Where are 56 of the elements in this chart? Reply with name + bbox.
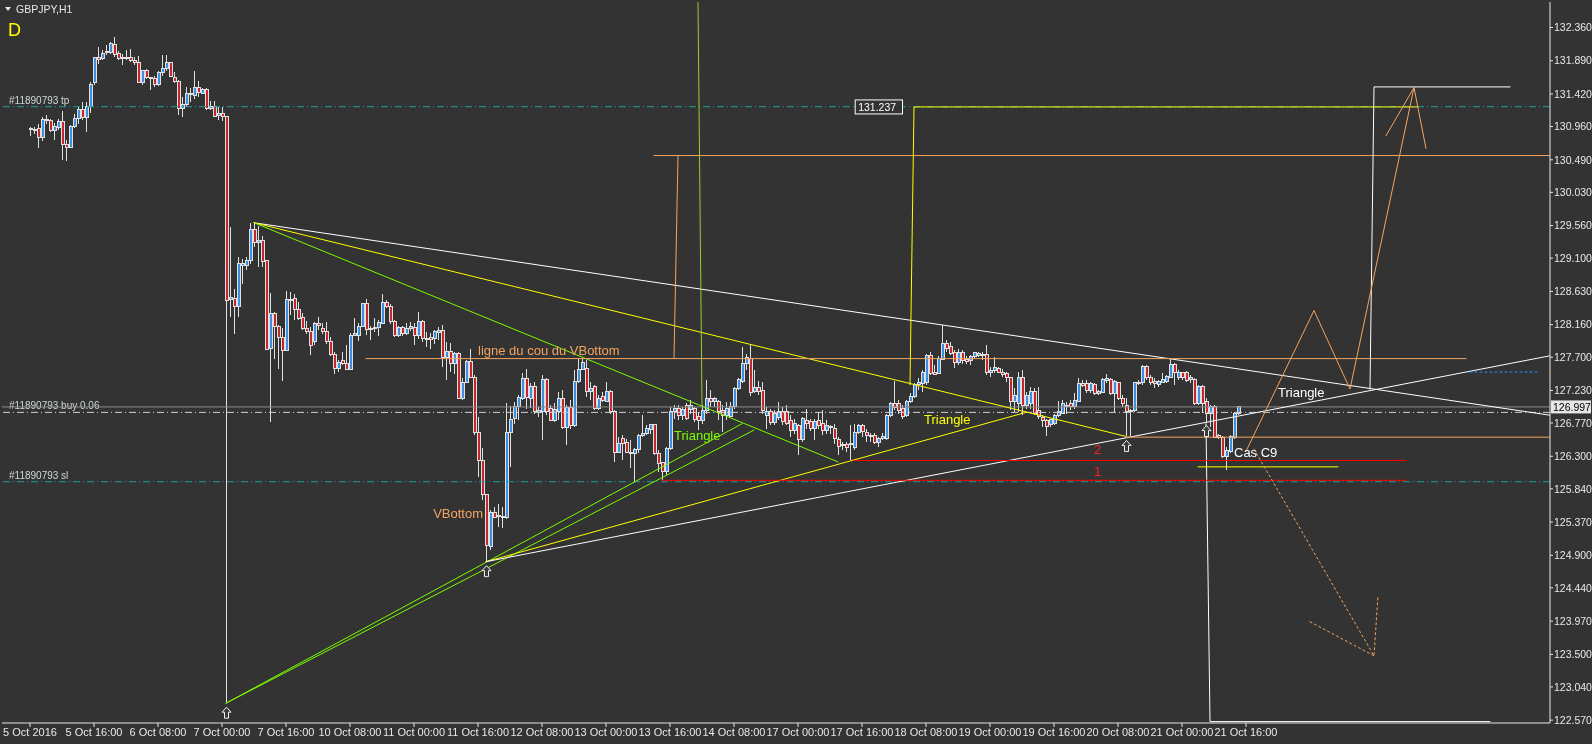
y-tick-label: 122.570 — [1554, 713, 1592, 726]
y-tick-label: 130.960 — [1554, 120, 1592, 133]
ref-line-label: 126.997 — [1553, 400, 1592, 413]
x-tick-label: 19 Oct 16:00 — [1022, 725, 1086, 738]
x-tick-label: 5 Oct 2016 — [3, 725, 57, 738]
x-tick-label: 10 Oct 08:00 — [318, 725, 382, 738]
x-tick-label: 13 Oct 16:00 — [638, 725, 702, 738]
x-tick-label: 7 Oct 00:00 — [193, 725, 251, 738]
x-tick-label: 5 Oct 16:00 — [65, 725, 123, 738]
x-tick-label: 7 Oct 16:00 — [257, 725, 315, 738]
y-tick-label: 124.440 — [1554, 581, 1592, 594]
x-tick-label: 17 Oct 00:00 — [766, 725, 830, 738]
y-tick-label: 131.890 — [1554, 54, 1592, 67]
text: D — [8, 20, 21, 40]
y-tick-label: 130.030 — [1554, 186, 1592, 199]
annotation: Triangle — [674, 427, 721, 443]
y-tick-label: 129.100 — [1554, 251, 1592, 264]
x-tick-label: 17 Oct 16:00 — [830, 725, 894, 738]
x-tick-label: 11 Oct 00:00 — [382, 725, 446, 738]
y-tick-label: 125.840 — [1554, 482, 1592, 495]
y-tick-label: 124.900 — [1554, 549, 1592, 562]
y-tick-label: 126.300 — [1554, 449, 1592, 462]
y-tick-label: 132.360 — [1554, 21, 1592, 34]
ref-line-label: #11890793 buy 0.06 — [9, 400, 100, 412]
annotation: 2 — [1094, 441, 1102, 457]
y-tick-label: 127.700 — [1554, 350, 1592, 363]
x-tick-label: 18 Oct 08:00 — [894, 725, 958, 738]
y-tick-label: 125.370 — [1554, 515, 1592, 528]
y-tick-label: 129.560 — [1554, 219, 1592, 232]
chart-title: GBPJPY,H1 — [16, 2, 73, 15]
x-tick-label: 21 Oct 00:00 — [1150, 725, 1214, 738]
annotation: VBottom — [433, 505, 484, 521]
x-tick-label: 20 Oct 08:00 — [1086, 725, 1150, 738]
y-tick-label: 131.420 — [1554, 87, 1592, 100]
y-tick-label: 127.230 — [1554, 384, 1592, 397]
x-tick-label: 14 Oct 08:00 — [702, 725, 766, 738]
annotation: Cas C9 — [1234, 444, 1278, 460]
x-tick-label: 12 Oct 08:00 — [510, 725, 574, 738]
annotation: Triangle — [924, 411, 971, 427]
x-tick-label: 11 Oct 16:00 — [446, 725, 510, 738]
y-tick-label: 128.630 — [1554, 285, 1592, 298]
y-tick-label: 123.500 — [1554, 648, 1592, 661]
annotation: Triangle — [1278, 384, 1325, 400]
y-tick-label: 128.160 — [1554, 318, 1592, 331]
x-tick-label: 13 Oct 00:00 — [574, 725, 638, 738]
annotation: 1 — [1094, 463, 1102, 479]
y-tick-label: 126.770 — [1554, 416, 1592, 429]
x-tick-label: 6 Oct 08:00 — [129, 725, 187, 738]
x-tick-label: 19 Oct 00:00 — [958, 725, 1022, 738]
y-tick-label: 130.490 — [1554, 153, 1592, 166]
y-tick-label: 123.040 — [1554, 680, 1592, 693]
annotation: 131.237 — [858, 100, 897, 113]
ref-line-label: #11890793 tp — [9, 94, 70, 106]
y-tick-label: 123.970 — [1554, 614, 1592, 627]
x-tick-label: 21 Oct 16:00 — [1214, 725, 1278, 738]
ref-line-label: #11890793 sl — [9, 469, 69, 481]
